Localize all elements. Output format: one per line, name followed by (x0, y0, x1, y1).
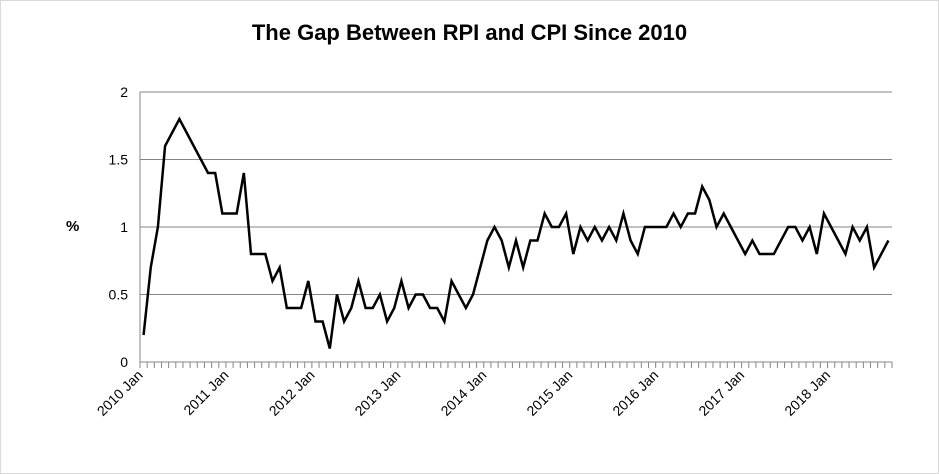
y-tick-label: 1.5 (109, 152, 129, 168)
x-tick-label: 2015 Jan (523, 367, 575, 419)
x-tick-label: 2011 Jan (180, 367, 231, 418)
y-axis-label: % (66, 218, 80, 235)
x-tick-label: 2014 Jan (437, 367, 489, 419)
x-tick-label: 2017 Jan (695, 367, 747, 419)
y-tick-label: 0.5 (109, 287, 129, 303)
y-tick-label: 1 (120, 219, 128, 235)
x-tick-label: 2013 Jan (351, 367, 403, 419)
x-tick-label: 2016 Jan (609, 367, 661, 419)
x-tick-label: 2012 Jan (266, 367, 318, 419)
x-tick-label: 2018 Jan (781, 367, 833, 419)
y-tick-label: 2 (120, 84, 128, 100)
y-tick-label: 0 (120, 354, 128, 370)
series-line (142, 116, 890, 349)
chart-title: The Gap Between RPI and CPI Since 2010 (251, 20, 688, 45)
x-tick-label: 2010 Jan (94, 367, 146, 419)
